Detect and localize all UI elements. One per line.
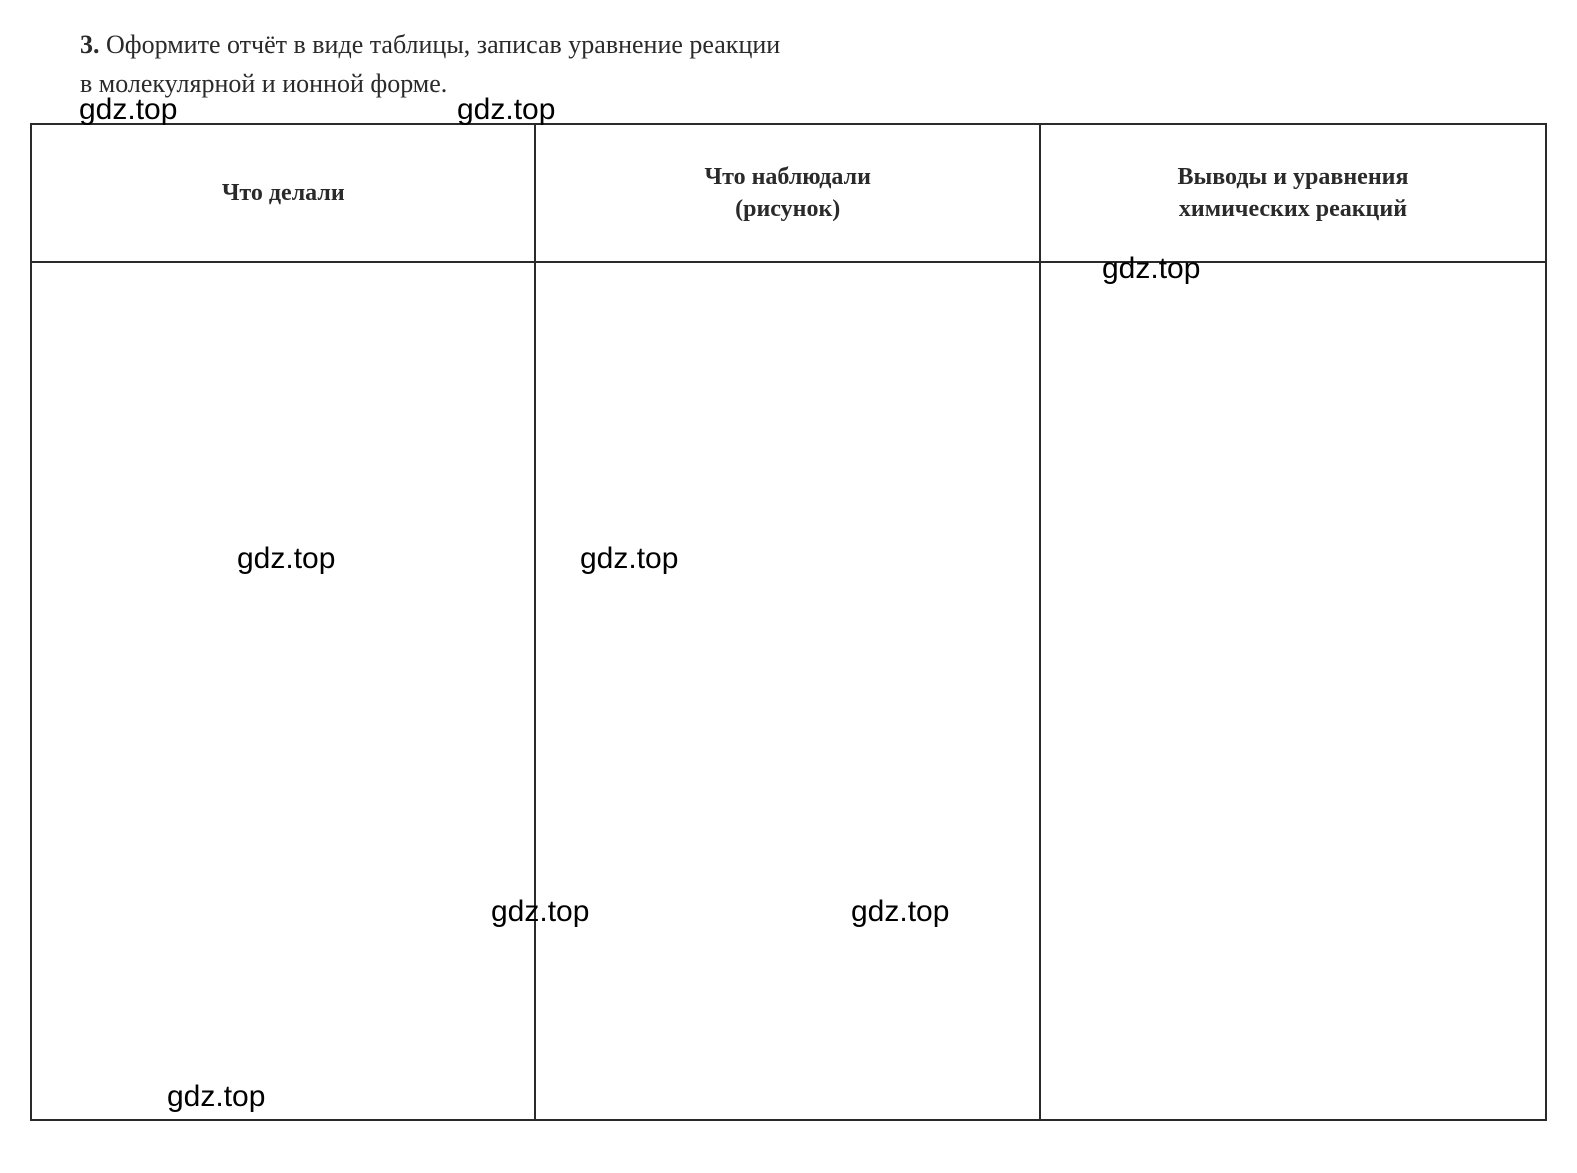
header-col-1-text: Что делали	[222, 180, 345, 206]
instruction-line-2: в молекулярной и ионной форме.	[80, 69, 447, 98]
header-col-3-line-1: Выводы и уравнения	[1177, 164, 1408, 190]
header-col-3-line-2: химических реакций	[1179, 196, 1407, 222]
cell-col-1	[31, 262, 535, 1120]
report-table: Что делали Что наблюдали (рисунок) Вывод…	[30, 123, 1547, 1121]
cell-col-3	[1040, 262, 1546, 1120]
instruction-number: 3.	[80, 30, 100, 59]
header-col-1: Что делали	[31, 124, 535, 262]
cell-col-2	[535, 262, 1039, 1120]
header-col-2: Что наблюдали (рисунок)	[535, 124, 1039, 262]
header-col-2-line-2: (рисунок)	[735, 196, 840, 222]
instruction-paragraph: 3. Оформите отчёт в виде таблицы, записа…	[30, 25, 1547, 103]
header-col-3: Выводы и уравнения химических реакций	[1040, 124, 1546, 262]
table-header-row: Что делали Что наблюдали (рисунок) Вывод…	[31, 124, 1546, 262]
table-body-row	[31, 262, 1546, 1120]
instruction-line-1: Оформите отчёт в виде таблицы, записав у…	[106, 30, 780, 59]
header-col-2-line-1: Что наблюдали	[705, 164, 871, 190]
